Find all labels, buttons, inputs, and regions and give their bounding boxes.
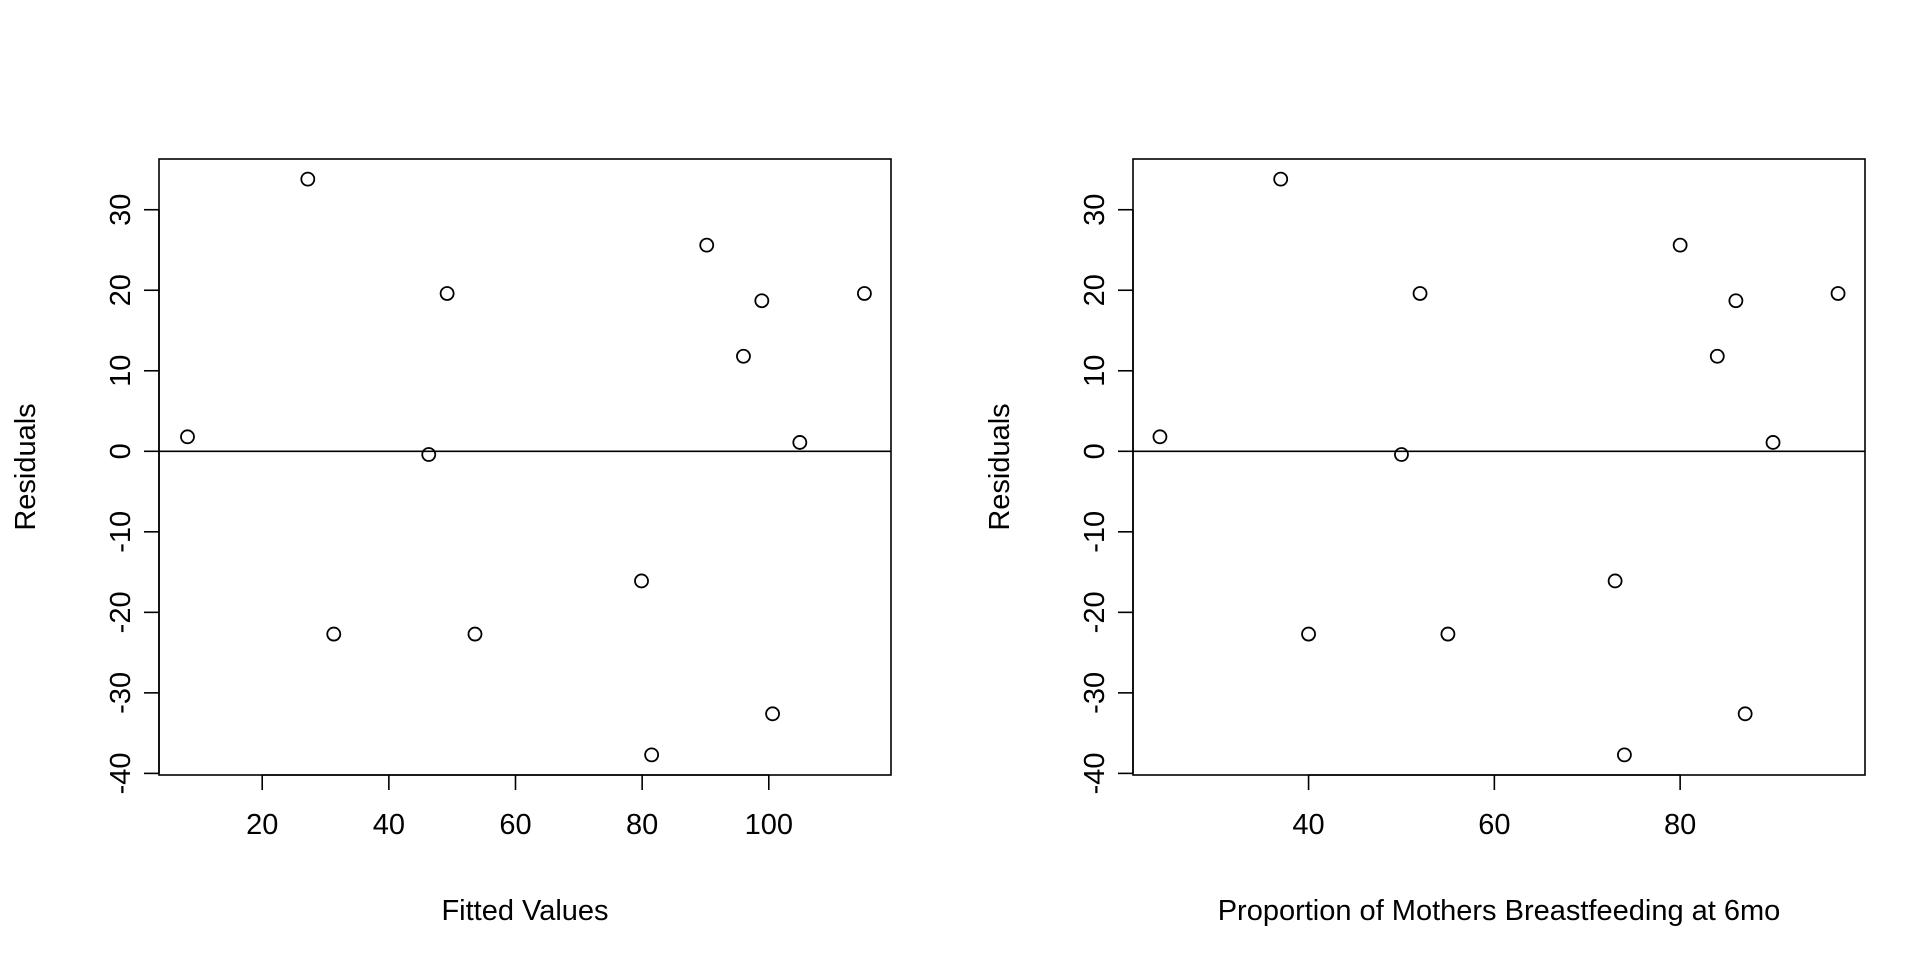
y-tick-label: 20 [105,274,137,306]
y-tick-label: -40 [105,752,137,794]
x-tick-label: 20 [246,809,278,841]
y-tick-label: -30 [1079,672,1111,714]
y-tick-label: 10 [105,355,137,387]
x-tick-label: 100 [745,809,793,841]
data-point [467,626,483,642]
data-point [1301,626,1316,642]
y-tick-label: -30 [105,672,137,714]
data-point [1728,293,1744,309]
data-point [765,706,780,722]
data-point [1152,429,1168,445]
y-tick-label: 10 [1079,355,1111,387]
y-tick-label: 30 [105,194,137,226]
y-tick-label: 0 [1079,443,1111,459]
y-tick-label: 20 [1079,274,1111,306]
x-axis-label: Fitted Values [441,895,608,927]
y-tick-label: -20 [105,591,137,633]
fitted-vs-residuals-panel: 20 40 60 80 100 -40 -30 -20 -10 0 10 20 30 Fitted Val… [10,158,892,927]
x-tick-label: 60 [499,809,531,841]
x-tick-label: 60 [1478,809,1510,841]
data-point [736,348,751,364]
plot-frame [158,158,892,776]
data-point [1412,286,1428,301]
y-axis-label: Residuals [10,403,42,530]
data-point [300,171,316,187]
y-tick-label: -40 [1079,752,1111,794]
y-tick-label: 30 [1079,194,1111,226]
data-point [1440,626,1456,642]
data-point [699,237,715,253]
y-tick-label: -10 [105,511,137,553]
data-point [1607,573,1623,589]
data-point [634,573,649,589]
data-point [1617,747,1632,763]
data-point [1737,706,1753,722]
x-tick-label: 40 [373,809,405,841]
data-point [1709,348,1725,364]
data-point [1394,447,1409,462]
data-point [326,626,342,642]
x-axis-label: Proportion of Mothers Breastfeeding at 6… [1218,895,1781,927]
data-point [1765,435,1781,450]
y-tick-label: -10 [1079,511,1111,553]
x-tick-label: 80 [626,809,658,841]
data-point [1273,171,1289,187]
y-tick-label: -20 [1079,591,1111,633]
y-axis-label: Residuals [984,403,1016,530]
data-point [439,286,455,301]
data-point [754,293,770,309]
data-point [644,747,660,763]
data-point [1672,237,1688,253]
x-tick-label: 80 [1664,809,1696,841]
data-point [857,286,872,301]
breastfeeding-vs-residuals-panel: 40 60 80 -40 -30 -20 -10 0 10 20 30 Proportion of M… [984,158,1866,927]
x-tick-label: 40 [1292,809,1324,841]
data-point [421,447,437,462]
data-point [792,435,808,450]
plot-frame [1132,158,1866,776]
data-point [180,429,195,445]
data-point [1830,286,1846,301]
y-tick-label: 0 [105,443,137,459]
